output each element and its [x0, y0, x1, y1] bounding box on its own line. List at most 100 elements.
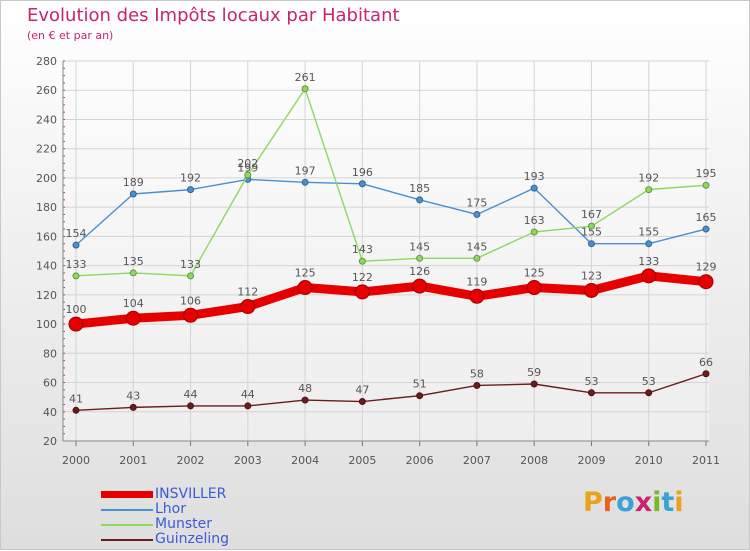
data-point-guinzeling	[244, 402, 252, 410]
logo-letter: t	[661, 487, 675, 518]
data-point-guinzeling	[587, 389, 595, 397]
data-label-insviller: 106	[180, 294, 201, 307]
y-tick-label: 40	[43, 406, 57, 419]
data-label-insviller: 119	[466, 275, 487, 288]
data-label-guinzeling: 66	[699, 356, 713, 369]
x-tick-label: 2000	[62, 454, 90, 467]
data-label-lhor: 197	[295, 164, 316, 177]
data-point-guinzeling	[702, 370, 710, 378]
data-point-guinzeling	[72, 406, 80, 414]
x-tick-label: 2011	[692, 454, 720, 467]
data-label-insviller: 133	[638, 255, 659, 268]
plot-area	[63, 61, 709, 441]
data-point-lhor	[473, 210, 481, 218]
data-label-munster: 133	[180, 258, 201, 271]
data-label-lhor: 193	[524, 170, 545, 183]
data-point-lhor	[187, 186, 195, 194]
data-label-munster: 145	[466, 240, 487, 253]
data-point-guinzeling	[129, 403, 137, 411]
y-tick-label: 260	[36, 84, 57, 97]
y-tick-label: 60	[43, 377, 57, 390]
data-point-lhor	[645, 240, 653, 248]
data-point-insviller	[641, 268, 657, 284]
data-label-munster: 167	[581, 208, 602, 221]
data-label-guinzeling: 58	[470, 367, 484, 380]
data-point-insviller	[526, 280, 542, 296]
legend-item-guinzeling: Guinzeling	[101, 531, 301, 547]
data-point-lhor	[587, 240, 595, 248]
data-point-lhor	[702, 225, 710, 233]
y-tick-label: 80	[43, 347, 57, 360]
data-label-insviller: 125	[524, 267, 545, 280]
data-label-lhor: 189	[123, 176, 144, 189]
data-label-lhor: 154	[66, 227, 87, 240]
data-point-guinzeling	[358, 398, 366, 406]
data-label-lhor: 199	[237, 161, 258, 174]
data-label-insviller: 100	[66, 303, 87, 316]
data-point-insviller	[68, 316, 84, 332]
series-line-guinzeling	[75, 373, 707, 412]
data-label-lhor: 155	[581, 226, 602, 239]
data-point-guinzeling	[416, 392, 424, 400]
legend-label: Guinzeling	[155, 531, 229, 547]
series-line-munster	[75, 88, 707, 277]
data-point-munster	[416, 254, 424, 262]
data-label-munster: 133	[66, 258, 87, 271]
data-point-insviller	[469, 288, 485, 304]
data-label-munster: 202	[237, 157, 258, 170]
legend-item-insviller: INSVILLER	[101, 486, 301, 502]
data-label-lhor: 192	[180, 172, 201, 185]
x-tick-label: 2008	[520, 454, 548, 467]
y-tick-label: 200	[36, 172, 57, 185]
x-tick-label: 2009	[577, 454, 605, 467]
legend-swatch	[101, 509, 153, 511]
data-point-lhor	[416, 196, 424, 204]
data-label-insviller: 125	[295, 267, 316, 280]
data-point-lhor	[358, 180, 366, 188]
data-label-insviller: 112	[237, 286, 258, 299]
data-point-insviller	[583, 282, 599, 298]
data-label-munster: 192	[638, 172, 659, 185]
legend-swatch	[101, 524, 153, 526]
data-label-insviller: 122	[352, 271, 373, 284]
x-tick-label: 2007	[463, 454, 491, 467]
data-label-munster: 135	[123, 255, 144, 268]
data-label-insviller: 126	[409, 265, 430, 278]
data-label-guinzeling: 51	[413, 378, 427, 391]
x-tick-label: 2010	[635, 454, 663, 467]
logo-letter: P	[583, 487, 603, 518]
data-label-guinzeling: 44	[184, 388, 198, 401]
legend-label: Munster	[155, 516, 212, 532]
data-label-lhor: 185	[409, 182, 430, 195]
data-label-munster: 145	[409, 240, 430, 253]
data-point-insviller	[240, 299, 256, 315]
data-point-munster	[702, 181, 710, 189]
x-tick-label: 2006	[406, 454, 434, 467]
data-point-munster	[473, 254, 481, 262]
logo-letter: o	[616, 487, 635, 518]
data-point-insviller	[412, 278, 428, 294]
y-tick-label: 180	[36, 201, 57, 214]
data-label-lhor: 165	[696, 211, 717, 224]
data-point-munster	[187, 272, 195, 280]
data-label-guinzeling: 47	[355, 384, 369, 397]
x-tick-label: 2005	[348, 454, 376, 467]
data-label-guinzeling: 41	[69, 392, 83, 405]
y-tick-label: 240	[36, 113, 57, 126]
data-label-guinzeling: 59	[527, 366, 541, 379]
series-line-lhor	[75, 178, 707, 246]
data-point-guinzeling	[187, 402, 195, 410]
logo-letter: r	[602, 487, 617, 518]
data-point-guinzeling	[645, 389, 653, 397]
data-label-guinzeling: 48	[298, 382, 312, 395]
data-label-lhor: 175	[466, 196, 487, 209]
y-tick-label: 100	[36, 318, 57, 331]
data-point-munster	[587, 222, 595, 230]
data-point-lhor	[129, 190, 137, 198]
data-point-munster	[645, 186, 653, 194]
x-tick-label: 2003	[234, 454, 262, 467]
data-label-munster: 163	[524, 214, 545, 227]
data-point-guinzeling	[530, 380, 538, 388]
data-point-guinzeling	[301, 396, 309, 404]
data-point-lhor	[301, 178, 309, 186]
